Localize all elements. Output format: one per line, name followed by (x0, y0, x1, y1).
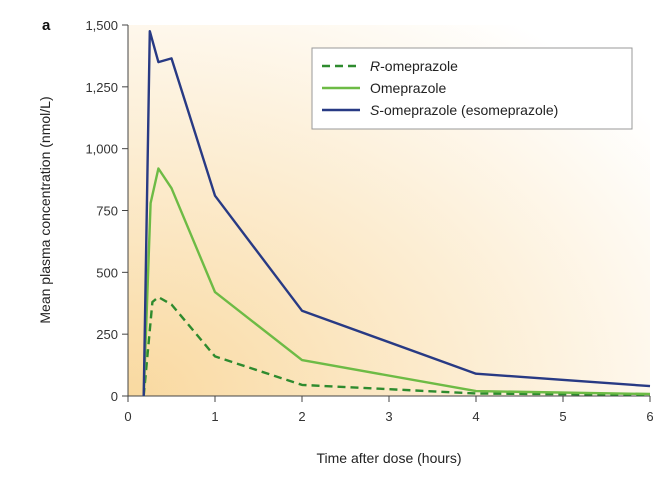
legend-label-rest: -omeprazole (380, 58, 458, 74)
x-tick-label: 0 (124, 409, 131, 424)
y-tick-label: 1,250 (85, 80, 118, 95)
x-tick-label: 3 (385, 409, 392, 424)
y-tick-label: 750 (96, 204, 118, 219)
y-axis-title: Mean plasma concentration (nmol/L) (37, 96, 53, 323)
y-tick-label: 250 (96, 327, 118, 342)
y-tick-label: 1,000 (85, 142, 118, 157)
series-line-s-omeprazole (142, 30, 651, 397)
x-tick-label: 4 (472, 409, 479, 424)
x-tick-label: 2 (298, 409, 305, 424)
legend-label-rest: -omeprazole (esomeprazole) (379, 102, 558, 118)
legend-label-italic: R (370, 58, 380, 74)
legend-label-s-omeprazole: S-omeprazole (esomeprazole) (370, 102, 558, 118)
legend-label-italic: S (370, 102, 380, 118)
x-axis-title: Time after dose (hours) (317, 450, 462, 466)
y-tick-label: 500 (96, 265, 118, 280)
y-tick-label: 1,500 (85, 18, 118, 33)
x-tick-label: 6 (646, 409, 653, 424)
legend-label-omeprazole: Omeprazole (370, 80, 446, 96)
legend-box (311, 47, 633, 130)
y-tick-label: 0 (111, 389, 118, 404)
series-group (142, 30, 651, 397)
legend-label-r-omeprazole: R-omeprazole (370, 58, 458, 74)
y-axis: 0 250 500 750 1,000 1,250 1,500 (85, 18, 129, 404)
series-line-r-omeprazole (142, 295, 651, 397)
x-tick-label: 1 (211, 409, 218, 424)
legend: R-omeprazole Omeprazole S-omeprazole (esom… (311, 47, 633, 130)
panel-letter: a (42, 17, 51, 34)
series-line-omeprazole (142, 167, 651, 397)
legend-label-rest: Omeprazole (370, 80, 446, 96)
x-tick-label: 5 (559, 409, 566, 424)
x-axis: 0 1 2 3 4 5 6 (124, 395, 654, 424)
